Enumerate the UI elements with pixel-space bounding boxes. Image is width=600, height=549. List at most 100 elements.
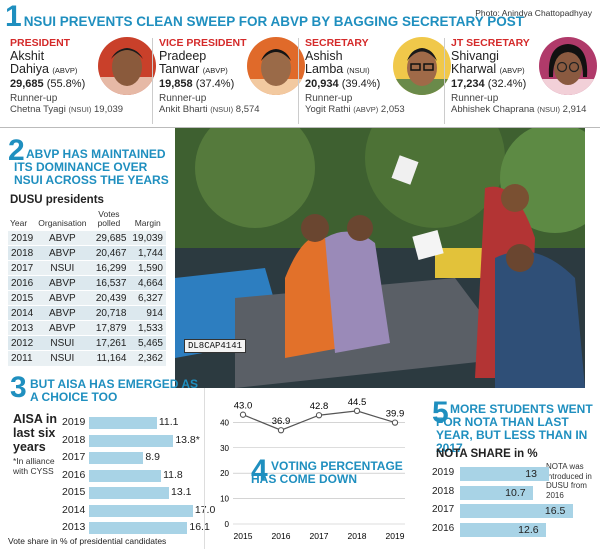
aisa-bar	[89, 417, 157, 429]
cell-votes: 11,164	[88, 350, 130, 366]
runner-up-label: Runner-up	[159, 93, 207, 104]
office-jt-secretary: JT SECRETARY Shivangi Kharwal (ABVP) 17,2…	[451, 37, 597, 125]
nota-year-label: 2016	[432, 522, 455, 534]
col-organisation: Organisation	[38, 218, 87, 228]
cell-year: 2014	[8, 305, 37, 321]
celebration-photo: DL8CAP4141	[175, 128, 585, 388]
nota-value-label: 10.7	[505, 486, 526, 499]
runner-up-label: Runner-up	[305, 93, 353, 104]
cell-organisation: NSUI	[36, 335, 89, 351]
aisa-year-label: 2018	[62, 433, 86, 446]
aisa-value-label: 11.1	[158, 416, 179, 428]
col-year: Year	[10, 218, 28, 228]
avatar	[247, 37, 305, 95]
office-secretary: SECRETARY Ashish Lamba (NSUI) 20,934 (39.…	[305, 37, 451, 125]
voting-value-label: 36.9	[272, 416, 291, 427]
y-tick-label: 10	[220, 495, 229, 504]
cell-margin: 914	[129, 305, 166, 321]
aisa-year-label: 2015	[62, 486, 86, 498]
nota-bar	[460, 522, 547, 537]
avatar	[393, 37, 451, 95]
section1-number: 1	[5, 0, 22, 33]
section-dusu-presidents: 2 ABVP HAS MAINTAINED ITS DOMINANCE OVER…	[0, 128, 172, 370]
nota-value-label: 16.5	[544, 505, 566, 517]
aisa-bar	[89, 487, 170, 499]
y-tick-label: 30	[220, 444, 229, 453]
runner-up: Ankit Bharti (NSUI) 8,574	[159, 104, 260, 115]
voting-value-label: 43.0	[234, 401, 253, 412]
cell-organisation: ABVP	[36, 320, 89, 336]
y-tick-label: 40	[220, 418, 229, 427]
office-president: PRESIDENT Akshit Dahiya (ABVP) 29,685 (55…	[10, 37, 156, 125]
office-votes: 17,234 (32.4%)	[451, 78, 527, 90]
aisa-label: AISA in last six years	[13, 412, 57, 454]
table-row: 2015 ABVP 20,439 6,327	[8, 290, 166, 306]
office-vice-president: VICE PRESIDENT Pradeep Tanwar (ABVP) 19,8…	[159, 37, 305, 125]
y-tick-label: 20	[220, 469, 229, 478]
aisa-footnote: Vote share in % of presidential candidat…	[8, 536, 167, 546]
table-row: 2011 NSUI 11,164 2,362	[8, 350, 166, 366]
voting-point	[315, 412, 323, 419]
table-row: 2017 NSUI 16,299 1,590	[8, 260, 166, 276]
voting-line-chart: 0 10 20 30 40 2015 2016 2017 2018 2019 43.0 36.9 42.…	[220, 397, 405, 541]
office-votes: 19,858 (37.4%)	[159, 78, 235, 90]
table-row: 2018 ABVP 20,467 1,744	[8, 245, 166, 261]
cell-votes: 17,261	[88, 335, 130, 351]
cell-margin: 19,039	[129, 230, 166, 246]
x-tick-label: 2016	[272, 531, 291, 541]
section3-heading: BUT AISA HAS EMERGED AS A CHOICE TOO	[30, 377, 199, 404]
section-voting-percentage: 0 10 20 30 40 2015 2016 2017 2018 2019 43.0 36.9 42.…	[204, 388, 418, 549]
aisa-bar	[89, 504, 193, 517]
cell-votes: 16,299	[88, 260, 130, 276]
table-row: 2016 ABVP 16,537 4,664	[8, 275, 166, 291]
aisa-bar	[89, 522, 188, 534]
x-tick-label: 2018	[348, 531, 367, 541]
voting-value-label: 44.5	[348, 397, 367, 408]
office-role: VICE PRESIDENT	[159, 37, 247, 49]
aisa-year-label: 2013	[62, 521, 86, 533]
cell-organisation: ABVP	[36, 290, 89, 306]
aisa-note: *In alliance with CYSS	[13, 456, 55, 476]
table-title: DUSU presidents	[10, 194, 104, 206]
cell-organisation: ABVP	[36, 305, 89, 321]
voting-point	[391, 419, 399, 426]
cell-votes: 20,439	[88, 290, 130, 306]
cell-year: 2019	[8, 230, 37, 246]
nota-bar	[460, 485, 534, 500]
section-aisa: 3 BUT AISA HAS EMERGED AS A CHOICE TOO A…	[0, 371, 215, 549]
aisa-value-label: 13.1	[171, 486, 192, 498]
cell-organisation: ABVP	[36, 275, 89, 291]
x-tick-label: 2019	[386, 531, 405, 541]
nota-label: NOTA SHARE in %	[436, 448, 538, 460]
col-margin: Margin	[134, 218, 161, 228]
office-name: Shivangi Kharwal (ABVP)	[451, 49, 525, 76]
cell-year: 2015	[8, 290, 37, 306]
nota-note: NOTA was introduced in DUSU from 2016	[546, 462, 592, 500]
aisa-value-label: 13.8*	[175, 433, 200, 446]
cell-margin: 1,590	[129, 260, 166, 276]
cell-organisation: ABVP	[36, 245, 89, 261]
section5-number: 5	[432, 396, 449, 429]
office-name: Pradeep Tanwar (ABVP)	[159, 49, 228, 76]
cell-votes: 17,879	[88, 320, 130, 336]
cell-year: 2016	[8, 275, 37, 291]
voting-point	[353, 407, 361, 415]
cell-organisation: NSUI	[36, 350, 89, 366]
nota-value-label: 12.6	[518, 523, 539, 536]
office-votes: 20,934 (39.4%)	[305, 78, 381, 90]
runner-up-label: Runner-up	[451, 93, 499, 104]
aisa-value-label: 11.8	[163, 468, 183, 481]
office-name: Ashish Lamba (NSUI)	[305, 49, 370, 76]
office-role: JT SECRETARY	[451, 37, 530, 49]
office-role: SECRETARY	[305, 37, 369, 49]
cell-votes: 20,467	[88, 245, 130, 261]
section2-number: 2	[8, 134, 25, 167]
section4-number: 4	[251, 454, 268, 487]
cell-year: 2012	[8, 335, 37, 351]
nota-bar	[460, 504, 574, 518]
nota-year-label: 2018	[432, 485, 455, 497]
voting-point	[239, 411, 247, 418]
table-row: 2012 NSUI 17,261 5,465	[8, 335, 166, 351]
cell-votes: 29,685	[88, 230, 130, 246]
avatar	[98, 37, 156, 95]
